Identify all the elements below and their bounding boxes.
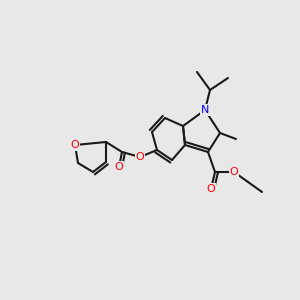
Text: O: O (207, 184, 215, 194)
Text: N: N (201, 105, 209, 115)
Text: O: O (70, 140, 80, 150)
Text: O: O (136, 152, 144, 162)
Text: O: O (115, 162, 123, 172)
Text: O: O (230, 167, 238, 177)
